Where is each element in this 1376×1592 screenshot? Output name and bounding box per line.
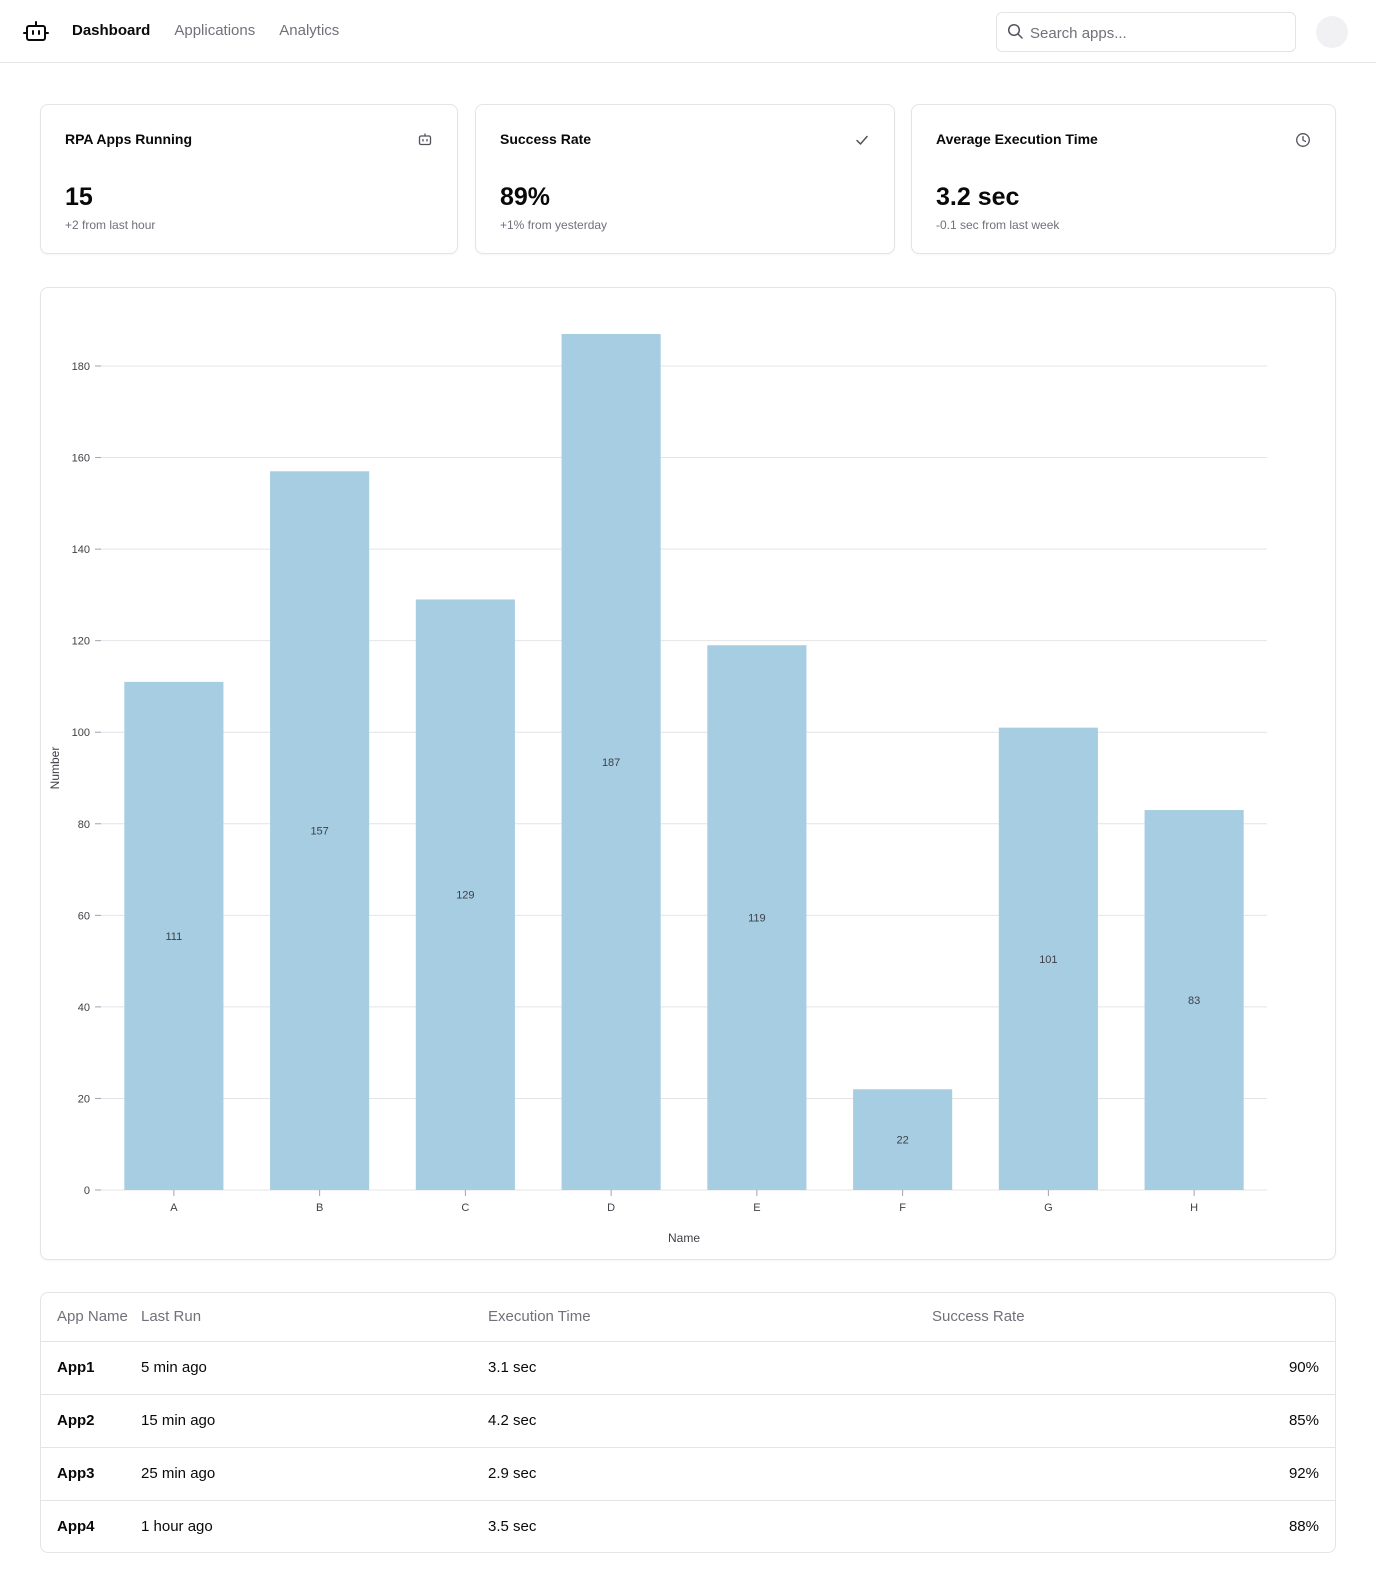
y-tick-label: 20 <box>78 1093 90 1105</box>
data-label: 129 <box>456 890 474 902</box>
data-label: 111 <box>166 931 183 943</box>
apps-table-card: App Name Last Run Execution Time Success… <box>40 1292 1336 1553</box>
x-axis-title: Name <box>668 1231 700 1245</box>
nav-dashboard[interactable]: Dashboard <box>72 22 151 39</box>
cell-success-rate: 90% <box>1288 1359 1319 1376</box>
y-axis-title: Number <box>48 747 62 790</box>
search-icon <box>1007 23 1023 39</box>
bar-E <box>707 645 807 1190</box>
x-tick-label: E <box>753 1202 760 1214</box>
clock-icon <box>1296 133 1310 147</box>
bar-C <box>415 599 515 1190</box>
cell-last-run: 25 min ago <box>141 1465 216 1482</box>
y-tick-label: 60 <box>78 910 90 922</box>
nav-applications[interactable]: Applications <box>174 22 256 39</box>
table-row[interactable]: App3 25 min ago 2.9 sec 92% <box>41 1447 1335 1500</box>
stat-title: RPA Apps Running <box>65 131 193 147</box>
cell-execution-time: 2.9 sec <box>488 1465 537 1482</box>
check-icon <box>856 135 868 145</box>
stat-value: 3.2 sec <box>936 183 1020 211</box>
cell-last-run: 15 min ago <box>141 1412 216 1429</box>
cell-app-name: App1 <box>57 1359 95 1376</box>
bar-D <box>561 333 661 1190</box>
cell-execution-time: 3.1 sec <box>488 1359 537 1376</box>
bar-A <box>124 681 224 1190</box>
data-label: 119 <box>748 913 766 925</box>
bar-F <box>853 1089 953 1190</box>
data-label: 101 <box>1039 954 1057 966</box>
cell-last-run: 5 min ago <box>141 1359 207 1376</box>
avatar[interactable] <box>1316 16 1348 48</box>
bar-chart-card: 0 20 40 60 80 100 120 140 160 180 111 A 157 B 129 C 187 D… <box>40 287 1336 1260</box>
cell-success-rate: 85% <box>1288 1412 1319 1429</box>
x-tick-label: G <box>1044 1202 1053 1214</box>
search-input[interactable] <box>1030 21 1285 45</box>
column-header-last-run[interactable]: Last Run <box>141 1308 202 1326</box>
x-tick-label: C <box>461 1202 469 1214</box>
stat-title: Success Rate <box>500 131 592 147</box>
cell-success-rate: 88% <box>1288 1518 1319 1536</box>
cell-last-run: 1 hour ago <box>141 1518 213 1536</box>
y-tick-label: 100 <box>72 727 90 739</box>
y-tick-label: 80 <box>78 819 90 831</box>
stat-note: -0.1 sec from last week <box>936 218 1060 232</box>
robot-icon <box>418 133 432 146</box>
x-tick-label: A <box>170 1202 178 1214</box>
data-label: 157 <box>310 826 328 838</box>
cell-execution-time: 3.5 sec <box>488 1518 537 1536</box>
table-row[interactable]: App2 15 min ago 4.2 sec 85% <box>41 1394 1335 1447</box>
y-tick-label: 120 <box>72 636 90 648</box>
y-tick-label: 180 <box>72 361 90 373</box>
x-tick-label: B <box>316 1202 323 1214</box>
bar-H <box>1144 810 1244 1190</box>
bar-B <box>270 471 370 1190</box>
search-box[interactable] <box>996 12 1296 52</box>
column-header-execution-time[interactable]: Execution Time <box>488 1308 591 1326</box>
x-tick-label: H <box>1190 1202 1198 1214</box>
y-tick-label: 0 <box>84 1185 90 1197</box>
column-header-success-rate[interactable]: Success Rate <box>932 1308 1025 1326</box>
bar-chart: 0 20 40 60 80 100 120 140 160 180 111 A 157 B 129 C 187 D… <box>48 333 1267 1245</box>
y-tick-label: 140 <box>72 544 90 556</box>
x-tick-label: F <box>899 1202 906 1214</box>
cell-app-name: App3 <box>57 1465 95 1482</box>
data-label: 22 <box>897 1135 909 1147</box>
data-label: 83 <box>1188 995 1200 1007</box>
column-header-app-name[interactable]: App Name <box>57 1307 128 1325</box>
cell-success-rate: 92% <box>1288 1465 1319 1482</box>
stat-value: 15 <box>65 183 93 211</box>
stat-card-success-rate: Success Rate 89% +1% from yesterday <box>475 104 895 254</box>
stat-note: +1% from yesterday <box>500 218 608 232</box>
nav-analytics[interactable]: Analytics <box>279 22 340 39</box>
table-row[interactable]: App4 1 hour ago 3.5 sec 88% <box>41 1500 1335 1552</box>
y-tick-label: 160 <box>72 453 90 465</box>
x-tick-label: D <box>607 1202 615 1214</box>
cell-app-name: App4 <box>57 1518 95 1536</box>
apps-table: App Name Last Run Execution Time Success… <box>41 1293 1335 1552</box>
y-tick-label: 40 <box>78 1002 90 1014</box>
stat-note: +2 from last hour <box>65 218 156 232</box>
data-label: 187 <box>602 757 620 769</box>
stat-value: 89% <box>500 183 551 211</box>
top-navigation-bar: Dashboard Applications Analytics <box>0 0 1376 63</box>
table-header-row: App Name Last Run Execution Time Success… <box>41 1293 1335 1341</box>
robot-icon[interactable] <box>23 20 49 44</box>
stat-card-apps-running: RPA Apps Running 15 +2 from last hour <box>40 104 458 254</box>
table-row[interactable]: App1 5 min ago 3.1 sec 90% <box>41 1341 1335 1394</box>
main-nav: Dashboard Applications Analytics <box>72 22 339 39</box>
stat-title: Average Execution Time <box>936 131 1098 147</box>
bar-G <box>998 727 1098 1190</box>
cell-execution-time: 4.2 sec <box>488 1412 537 1429</box>
cell-app-name: App2 <box>57 1412 95 1429</box>
stat-card-avg-execution-time: Average Execution Time 3.2 sec -0.1 sec … <box>911 104 1336 254</box>
